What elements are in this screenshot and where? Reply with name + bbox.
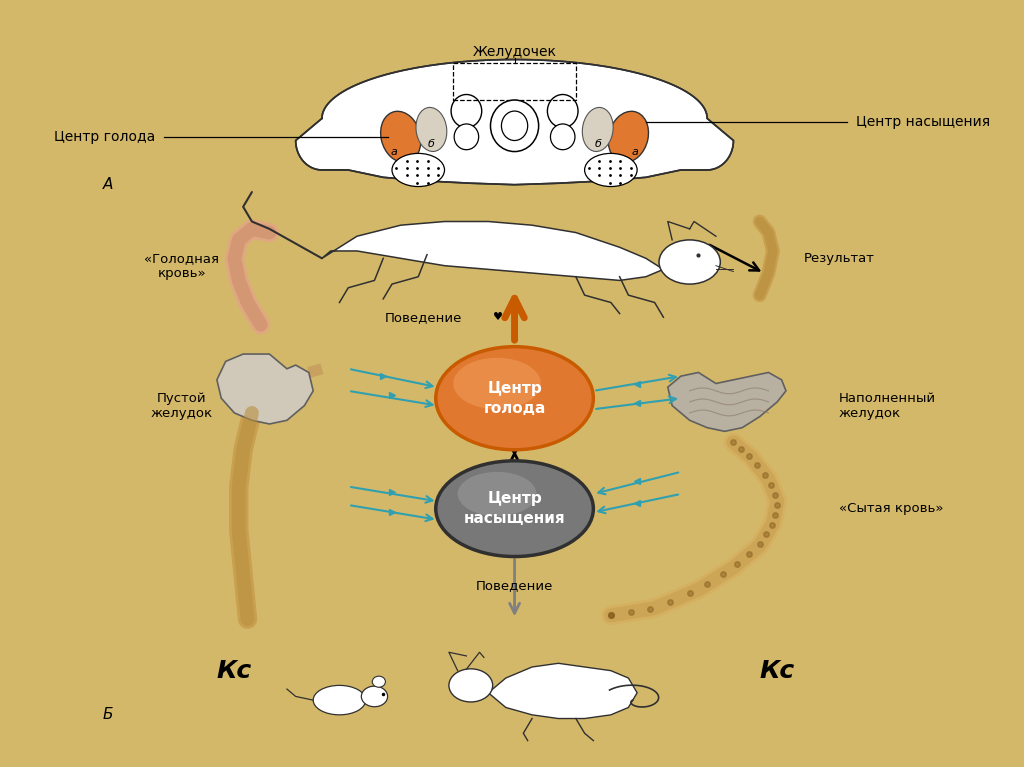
Ellipse shape — [452, 94, 481, 127]
Polygon shape — [668, 373, 786, 431]
Text: Центр голода: Центр голода — [54, 130, 156, 144]
Text: A: A — [103, 177, 114, 193]
Ellipse shape — [361, 686, 388, 706]
Ellipse shape — [548, 94, 578, 127]
Ellipse shape — [490, 100, 539, 152]
Text: Б: Б — [103, 707, 114, 723]
Text: a: a — [390, 146, 397, 156]
Text: a: a — [632, 146, 639, 156]
Text: Кс: Кс — [760, 659, 795, 683]
Ellipse shape — [502, 111, 527, 140]
Text: «Сытая кровь»: «Сытая кровь» — [839, 502, 943, 515]
Text: б: б — [594, 139, 601, 150]
Ellipse shape — [454, 357, 541, 410]
Polygon shape — [488, 663, 637, 719]
Ellipse shape — [583, 107, 613, 152]
Ellipse shape — [449, 669, 493, 702]
Ellipse shape — [458, 472, 537, 516]
Polygon shape — [296, 60, 733, 185]
Ellipse shape — [313, 686, 366, 715]
Ellipse shape — [436, 347, 593, 449]
Text: Центр насыщения: Центр насыщения — [856, 115, 990, 129]
Ellipse shape — [608, 111, 648, 163]
Text: Пустой
желудок: Пустой желудок — [151, 392, 213, 420]
Ellipse shape — [392, 153, 444, 186]
Text: Кс: Кс — [217, 659, 252, 683]
Text: Желудочек: Желудочек — [472, 45, 557, 59]
Text: б: б — [428, 139, 435, 150]
Ellipse shape — [436, 461, 593, 557]
Text: Центр
голода: Центр голода — [483, 381, 546, 416]
Ellipse shape — [381, 111, 421, 163]
Text: ♥: ♥ — [493, 312, 503, 322]
Bar — [454, 63, 575, 100]
Ellipse shape — [659, 240, 720, 284]
Text: Поведение: Поведение — [476, 580, 553, 592]
Text: Центр
насыщения: Центр насыщения — [464, 492, 565, 526]
Text: «Голодная
кровь»: «Голодная кровь» — [144, 252, 219, 280]
Ellipse shape — [585, 153, 637, 186]
Text: Поведение: Поведение — [385, 311, 462, 324]
Ellipse shape — [455, 124, 478, 150]
Polygon shape — [217, 354, 313, 424]
Ellipse shape — [551, 124, 574, 150]
Ellipse shape — [416, 107, 446, 152]
FancyArrowPatch shape — [506, 291, 523, 341]
Text: Наполненный
желудок: Наполненный желудок — [839, 392, 936, 420]
Text: Результат: Результат — [804, 252, 874, 265]
Polygon shape — [322, 222, 664, 281]
Ellipse shape — [373, 676, 385, 687]
